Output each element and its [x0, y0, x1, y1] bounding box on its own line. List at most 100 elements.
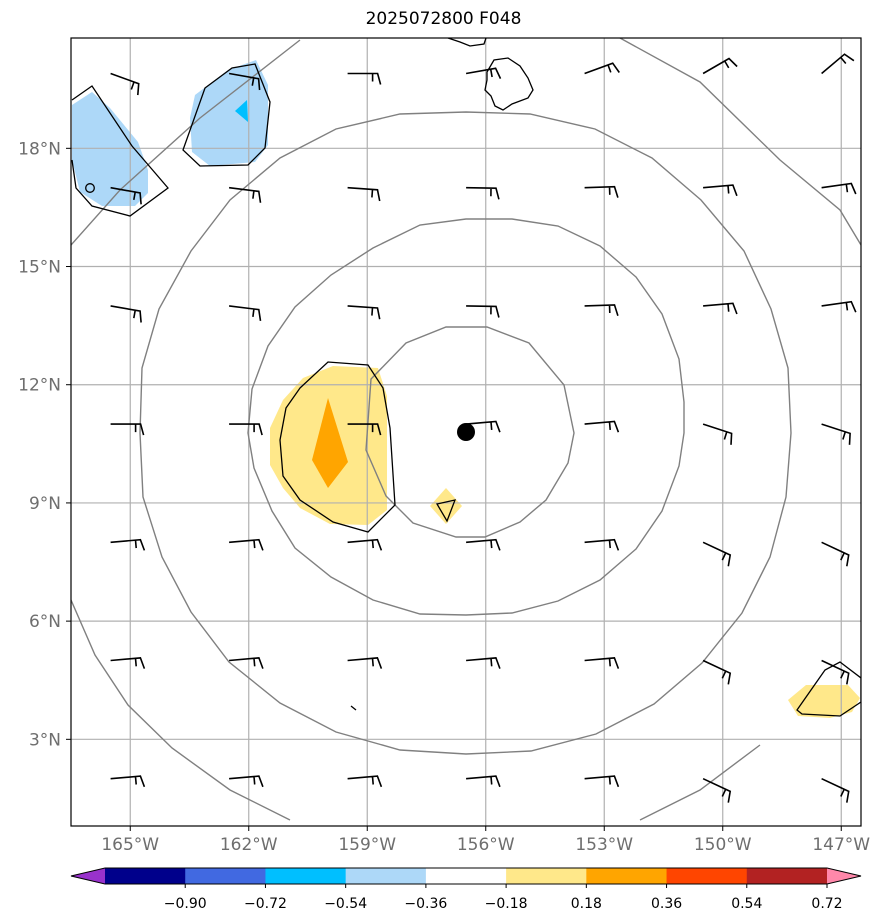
contour-outline	[182, 63, 271, 167]
colorbar-bin	[666, 868, 748, 884]
wind-barb	[821, 53, 855, 75]
map-frame	[70, 37, 862, 827]
wind-barb	[584, 304, 619, 317]
wind-barb	[347, 538, 383, 551]
wind-barb	[821, 300, 857, 313]
colorbar-label: −0.72	[244, 896, 287, 912]
wind-barb	[821, 541, 850, 567]
colorbar-label: 0.54	[731, 896, 762, 912]
wind-barb	[466, 420, 501, 433]
x-tick-label: 159°W	[338, 835, 396, 855]
wind-barb	[229, 775, 264, 788]
colorbar-bin	[586, 868, 668, 884]
wind-barb	[702, 541, 732, 567]
wind-barb	[466, 186, 500, 200]
wind-barb	[584, 185, 619, 198]
wind-barb	[465, 67, 502, 79]
x-tick-label: 165°W	[101, 835, 159, 855]
wind-barb	[347, 305, 381, 320]
colorbar-label: −0.36	[404, 896, 447, 912]
colorbar-bin	[425, 868, 507, 884]
wind-barb	[110, 72, 140, 96]
colorbar-bin	[185, 868, 266, 884]
wind-barb	[347, 657, 383, 669]
range-ring	[139, 111, 792, 755]
wind-barb	[702, 659, 732, 685]
orange-field	[312, 398, 348, 488]
colorbar-label: −0.18	[485, 896, 528, 912]
wind-barb	[466, 775, 501, 788]
colorbar: −0.90 −0.72 −0.54 −0.36 −0.18 0.18 0.36 0.54 0.7…	[70, 867, 862, 912]
contour-outline	[435, 499, 457, 523]
colorbar-bin	[265, 868, 347, 884]
contour-outline	[279, 361, 396, 533]
wind-barb	[110, 423, 145, 436]
wind-barb	[347, 186, 381, 202]
colorbar-label: 0.36	[651, 896, 682, 912]
wind-barb	[584, 657, 620, 669]
wind-barb	[229, 305, 262, 322]
colorbar-label: 0.72	[811, 896, 842, 912]
island-outline	[350, 705, 357, 711]
yellow-field	[788, 685, 860, 718]
wind-barb	[584, 775, 620, 788]
x-tick-label: 162°W	[220, 835, 278, 855]
y-tick-label: 9°N	[29, 494, 61, 514]
wind-barb	[702, 423, 733, 445]
wind-barb	[821, 182, 857, 195]
longitude-axis: 165°W 162°W 159°W 156°W 153°W 150°W 147°W	[101, 826, 870, 855]
wind-barb	[229, 186, 262, 203]
wind-barb	[228, 72, 261, 91]
wind-barbs	[110, 53, 857, 803]
wind-barb	[110, 305, 142, 323]
wind-barb	[584, 538, 620, 551]
range-ring	[365, 326, 575, 538]
range-ring	[247, 218, 685, 616]
wind-barb	[584, 420, 620, 433]
x-tick-label: 156°W	[457, 835, 515, 855]
big-island-coastline	[484, 57, 534, 111]
colorbar-extend-high	[827, 868, 861, 884]
wind-barb	[702, 57, 738, 75]
wind-barb	[821, 423, 851, 445]
wind-barb	[702, 777, 732, 803]
y-tick-label: 15°N	[18, 258, 61, 278]
x-tick-label: 150°W	[694, 835, 752, 855]
coastlines	[71, 38, 861, 717]
wind-barb	[347, 72, 382, 85]
wind-barb	[703, 302, 738, 315]
wind-barb	[347, 775, 383, 788]
wind-barb	[347, 423, 382, 436]
wind-barb	[110, 775, 146, 788]
wind-barb	[584, 62, 620, 75]
colorbar-extend-low	[71, 868, 105, 884]
storm-center-marker	[457, 423, 475, 441]
light-blue-field	[190, 60, 268, 166]
colorbar-bin	[746, 868, 828, 884]
wind-barb	[466, 538, 501, 551]
latitude-axis: 18°N 15°N 12°N 9°N 6°N 3°N	[18, 139, 71, 750]
colorbar-bin	[345, 868, 427, 884]
y-tick-label: 12°N	[18, 376, 61, 396]
colorbar-bin	[105, 868, 186, 884]
maui-coastline	[447, 38, 487, 47]
colorbar-label: 0.18	[571, 896, 602, 912]
shaded-field-layer	[72, 60, 860, 718]
wind-barb	[703, 184, 738, 197]
wind-barb	[229, 423, 263, 436]
contour-outline	[796, 661, 861, 717]
colorbar-outline	[70, 867, 862, 885]
wind-barb	[229, 538, 264, 551]
sky-blue-field	[235, 100, 248, 122]
wind-barb	[110, 186, 142, 205]
y-tick-label: 3°N	[29, 730, 61, 750]
wind-barb	[466, 657, 501, 669]
x-tick-label: 153°W	[575, 835, 633, 855]
wind-barb	[110, 538, 146, 551]
light-blue-field	[72, 92, 148, 206]
colorbar-label: −0.90	[164, 896, 207, 912]
yellow-field	[430, 488, 462, 524]
y-tick-label: 18°N	[18, 139, 61, 159]
contour-outline	[71, 85, 169, 217]
